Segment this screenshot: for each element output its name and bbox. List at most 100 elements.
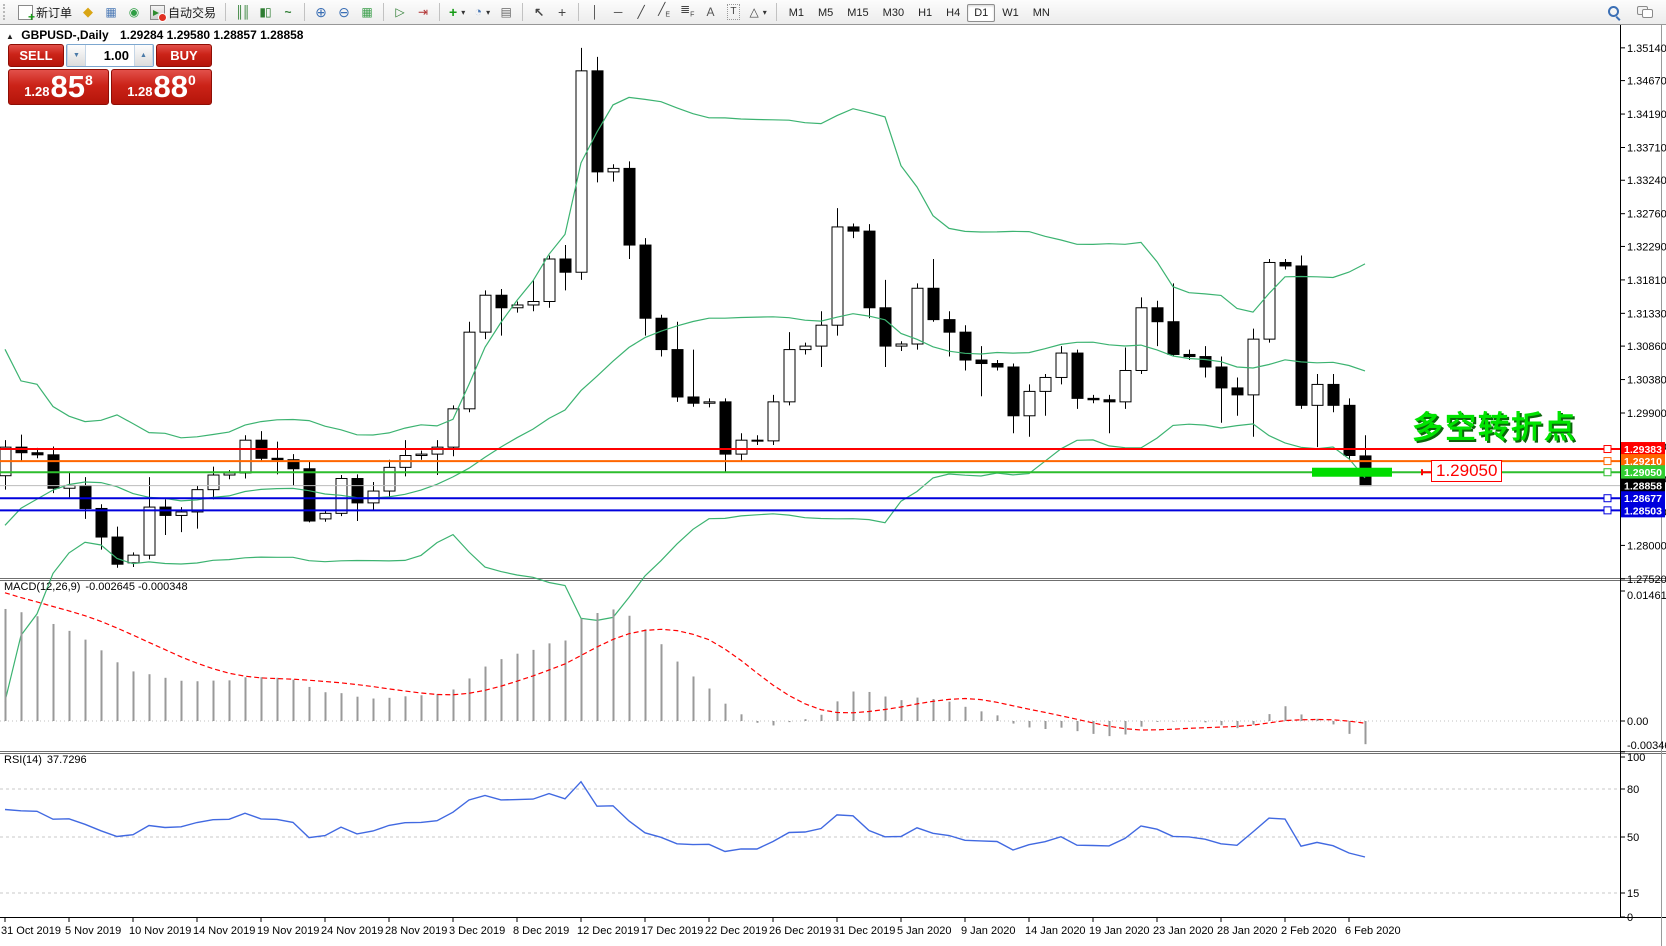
shapes-button[interactable]: △ ▾ <box>745 2 770 22</box>
timeframe-button-m5[interactable]: M5 <box>811 4 840 22</box>
vertical-line-button[interactable]: │ <box>584 2 606 22</box>
chart-shift-button[interactable]: ⇥ <box>412 2 434 22</box>
market-watch-button[interactable]: ◆ <box>77 2 99 22</box>
timeframe-button-m1[interactable]: M1 <box>782 4 811 22</box>
chevron-down-icon: ▾ <box>762 7 767 17</box>
trendline-button[interactable]: ╱ <box>630 2 652 22</box>
candle <box>639 244 652 319</box>
data-window-icon: ▦ <box>105 5 117 19</box>
chat-button[interactable] <box>1633 2 1656 22</box>
new-order-button[interactable]: 新订单 <box>14 2 76 24</box>
timeframe-button-m30[interactable]: M30 <box>876 4 911 22</box>
autotrading-label: 自动交易 <box>168 5 217 20</box>
price-chart-svg: 1.35140 1.34670 1.34190 1.33710 1.33240 1.327… <box>0 25 1666 946</box>
price-badge-label: 1.29383 <box>1624 444 1662 456</box>
volume-increase-button[interactable]: ▲ <box>134 45 153 66</box>
text-label-button[interactable]: T <box>722 2 744 22</box>
volume-input[interactable]: 1.00 <box>86 45 134 66</box>
price-badge <box>1621 454 1665 469</box>
timeframe-button-w1[interactable]: W1 <box>995 4 1026 22</box>
candle <box>591 70 604 173</box>
indicators-button[interactable]: + ▾ <box>445 2 469 22</box>
volume-decrease-button[interactable]: ▼ <box>67 45 86 66</box>
sell-price-sup: 8 <box>85 72 93 88</box>
candle <box>783 349 796 403</box>
signals-icon: ◉ <box>128 5 140 19</box>
fibonacci-button[interactable]: ≣F <box>676 2 698 22</box>
candle <box>351 478 364 504</box>
candle <box>1151 307 1164 323</box>
zoom-in-button[interactable]: ⊕ <box>310 2 332 22</box>
candle <box>1087 397 1100 401</box>
zoom-out-button[interactable]: ⊖ <box>333 2 355 22</box>
price-badge <box>1621 491 1665 506</box>
macd-tick-label: 0.014611 <box>1627 590 1666 602</box>
toolbar-grip[interactable] <box>3 4 10 20</box>
chart-shift-icon: ⇥ <box>418 5 429 19</box>
signals-button[interactable]: ◉ <box>123 2 145 22</box>
candle <box>1135 307 1148 371</box>
one-click-collapse-arrow[interactable]: ▲ <box>6 32 14 41</box>
horizontal-line-button[interactable]: ─ <box>607 2 629 22</box>
autotrading-button[interactable]: 自动交易 <box>146 2 220 22</box>
toolbar-separator <box>775 3 777 21</box>
candle <box>95 507 108 538</box>
cursor-button[interactable]: ↖ <box>528 2 550 22</box>
buy-button[interactable]: BUY <box>156 44 212 67</box>
price-tick-label: 1.33710 <box>1627 142 1666 154</box>
timeframe-group: M1 M5 M15 M30 H1 H4 D1 W1 MN <box>782 3 1057 22</box>
macd-signal-line <box>4 592 1366 731</box>
text-button[interactable]: A <box>699 2 721 22</box>
search-button[interactable] <box>1603 2 1625 22</box>
bar-chart-button[interactable]: ║║ <box>231 2 253 22</box>
new-order-label: 新订单 <box>36 5 73 20</box>
level-line-handle <box>1603 445 1612 454</box>
timeframe-button-mn[interactable]: MN <box>1026 4 1057 22</box>
toolbar: 新订单 ◆ ▦ ◉ 自动交易 ║║ ▮▯ ~ ⊕ ⊖ ▦ ▷ ⇥ +▾ ◔▾ ▤… <box>0 0 1666 25</box>
buy-price-big: 88 <box>153 69 188 104</box>
tile-windows-button[interactable]: ▦ <box>356 2 378 22</box>
candlestick-chart-button[interactable]: ▮▯ <box>254 2 276 22</box>
price-tick-label: 1.27520 <box>1627 574 1666 586</box>
date-tick-label: 2 Feb 2020 <box>1281 925 1337 937</box>
price-tick-label: 1.32290 <box>1627 241 1666 253</box>
horizontal-line-icon: ─ <box>613 5 623 19</box>
candle <box>959 331 972 361</box>
candle <box>1263 261 1276 340</box>
line-chart-button[interactable]: ~ <box>277 2 299 22</box>
buy-price-prefix: 1.28 <box>127 84 153 99</box>
timeframe-button-d1[interactable]: D1 <box>967 3 996 22</box>
templates-button[interactable]: ▤ <box>495 2 517 22</box>
candle <box>623 167 636 246</box>
candle <box>495 294 508 309</box>
auto-scroll-button[interactable]: ▷ <box>389 2 411 22</box>
candle <box>895 343 908 347</box>
zoom-out-icon: ⊖ <box>338 4 350 20</box>
candlestick-chart-icon: ▮▯ <box>259 5 271 19</box>
timeframe-button-m15[interactable]: M15 <box>840 4 875 22</box>
timeframe-button-h4[interactable]: H4 <box>939 4 967 22</box>
data-window-button[interactable]: ▦ <box>100 2 122 22</box>
candle <box>1327 383 1340 406</box>
chevron-down-icon: ▾ <box>486 7 491 17</box>
buy-price-display[interactable]: 1.28 88 0 <box>111 69 212 105</box>
sell-price-display[interactable]: 1.28 85 8 <box>8 69 109 105</box>
candle <box>543 258 556 303</box>
timeframe-button-h1[interactable]: H1 <box>911 4 939 22</box>
candle <box>831 226 844 326</box>
turning-point-annotation[interactable]: 多空转折点 <box>1412 410 1577 445</box>
support-price-label[interactable]: 1.29050 <box>1431 460 1503 482</box>
candle <box>943 319 956 333</box>
date-tick-label: 3 Dec 2019 <box>449 925 505 937</box>
equidistant-channel-button[interactable]: ╱E <box>653 2 675 22</box>
candle <box>607 167 620 173</box>
candle <box>655 317 668 351</box>
periods-button[interactable]: ◔ ▾ <box>470 2 494 22</box>
candle <box>319 512 332 520</box>
candle <box>1167 321 1180 355</box>
crosshair-button[interactable]: + <box>551 2 573 22</box>
sell-button[interactable]: SELL <box>8 44 64 67</box>
fibonacci-icon: ≣F <box>680 1 695 19</box>
macd-indicator-label: MACD(12,26,9) -0.002645 -0.000348 <box>4 581 188 593</box>
